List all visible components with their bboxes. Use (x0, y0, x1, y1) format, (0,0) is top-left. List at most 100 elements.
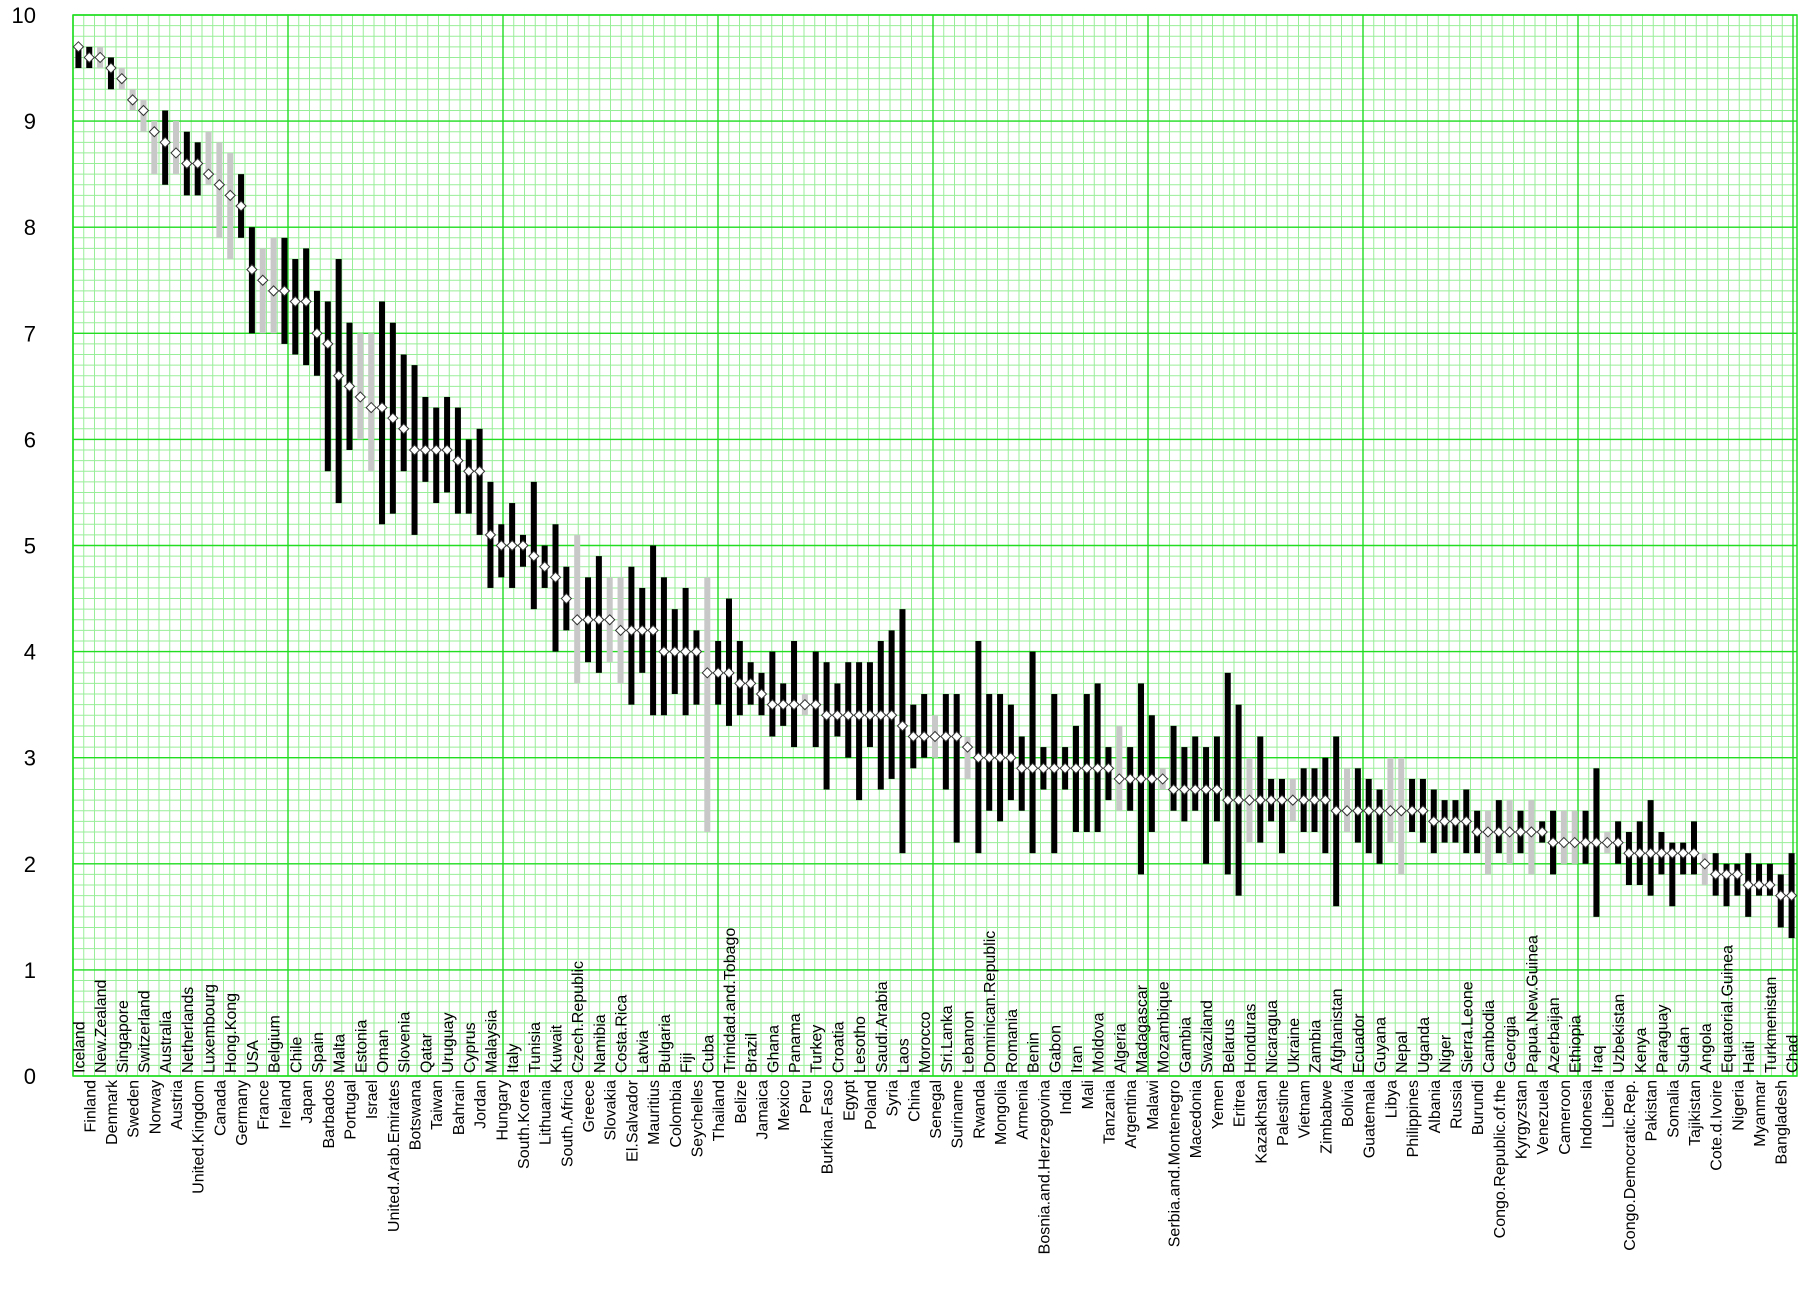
score-marker (690, 645, 703, 658)
range-bar (552, 524, 559, 652)
score-marker (1525, 826, 1538, 838)
score-marker (614, 624, 627, 637)
score-marker (441, 444, 453, 456)
country-label: India (1058, 1080, 1075, 1115)
range-bar (151, 121, 158, 175)
country-label: Ukraine (1286, 1018, 1303, 1073)
range-bar (1213, 736, 1220, 822)
score-marker (1753, 879, 1765, 891)
range-bar (75, 46, 82, 69)
score-marker (1742, 879, 1754, 891)
score-marker (430, 444, 442, 456)
score-marker (311, 327, 323, 340)
country-label: Ireland (277, 1080, 294, 1129)
country-label: Thailand (711, 1080, 728, 1141)
score-marker (1384, 805, 1397, 817)
country-label: Panama (787, 1013, 804, 1073)
score-marker (1048, 762, 1060, 775)
score-marker (712, 667, 724, 679)
score-marker (289, 295, 301, 308)
country-label: Congo.Republic.of.the (1492, 1080, 1509, 1238)
score-marker (560, 592, 573, 605)
range-bar (866, 662, 873, 748)
country-label: Egypt (841, 1079, 858, 1120)
country-label: Kazakhstan (1253, 1080, 1270, 1164)
country-label: Malta (332, 1034, 349, 1073)
country-label: Gambia (1177, 1017, 1194, 1073)
country-label: Finland (82, 1080, 99, 1132)
country-label: El.Salvador (624, 1079, 641, 1161)
country-label: China (906, 1080, 923, 1122)
country-label: Ghana (765, 1025, 782, 1073)
score-marker (83, 51, 95, 64)
score-marker (1395, 805, 1407, 817)
y-tick-label: 7 (24, 321, 36, 346)
score-marker (1677, 847, 1689, 859)
country-label: Bangladesh (1774, 1080, 1791, 1165)
country-label: South.Africa (559, 1080, 576, 1167)
score-marker (875, 709, 887, 721)
country-label: Ethiopia (1568, 1015, 1585, 1073)
score-marker (1363, 805, 1375, 817)
score-marker (1059, 762, 1071, 775)
score-marker (1016, 762, 1028, 775)
y-axis: 0 1 2 3 4 5 6 7 8 9 10 (12, 3, 36, 1089)
score-marker (1785, 889, 1798, 902)
score-marker (549, 571, 562, 584)
score-marker (170, 147, 182, 159)
country-label: Tajikistan (1687, 1080, 1704, 1146)
score-marker (224, 189, 236, 202)
score-marker (473, 465, 486, 477)
score-marker (1167, 783, 1180, 796)
country-label: Chile (288, 1036, 305, 1073)
score-marker (181, 157, 193, 170)
country-label: Mali (1080, 1080, 1097, 1109)
country-label: Nepal (1394, 1031, 1411, 1073)
score-marker (788, 698, 800, 711)
country-label: Costa.Rica (614, 995, 631, 1073)
score-marker (246, 263, 258, 276)
country-label: Congo.Democratic.Rep. (1622, 1080, 1639, 1251)
grid (72, 14, 1798, 1077)
country-label: Hong.Kong (223, 993, 240, 1073)
score-marker (1590, 836, 1603, 849)
score-marker (636, 624, 648, 637)
score-marker (267, 285, 280, 297)
score-marker (1688, 847, 1700, 859)
country-label: Tanzania (1101, 1080, 1118, 1144)
country-label: Moldova (1091, 1012, 1108, 1073)
score-marker (1352, 805, 1364, 817)
country-label: Equatorial.Guinea (1720, 945, 1737, 1073)
country-label: Netherlands (180, 987, 197, 1073)
country-label: Bahrain (451, 1080, 468, 1135)
country-label: Kenya (1633, 1028, 1650, 1073)
score-marker (1406, 805, 1418, 817)
score-marker (1124, 773, 1136, 785)
range-bar (888, 630, 895, 779)
y-tick-label: 3 (24, 746, 36, 771)
range-bar (227, 152, 234, 260)
score-marker (842, 709, 854, 721)
range-bar (1203, 747, 1210, 864)
score-marker (571, 614, 583, 626)
range-bar (791, 640, 798, 748)
score-marker (1178, 783, 1191, 796)
country-label: Armenia (1015, 1080, 1032, 1140)
country-label: Cote.d.Ivoire (1709, 1080, 1726, 1171)
range-bar (1387, 757, 1394, 843)
country-label: France (256, 1080, 273, 1130)
country-label: Norway (147, 1080, 164, 1134)
country-label: Barbados (321, 1080, 338, 1149)
country-label: Kuwait (549, 1024, 566, 1073)
range-bar (953, 694, 960, 843)
country-label: Oman (375, 1029, 392, 1073)
score-marker (1438, 815, 1451, 828)
range-bar (1116, 725, 1123, 811)
country-label: Rwanda (971, 1080, 988, 1139)
country-label: Chad (1785, 1035, 1802, 1073)
score-marker (1623, 847, 1635, 859)
score-marker (929, 730, 941, 743)
score-marker (365, 401, 377, 414)
score-marker (408, 444, 421, 456)
country-label: Luxembourg (202, 984, 219, 1073)
